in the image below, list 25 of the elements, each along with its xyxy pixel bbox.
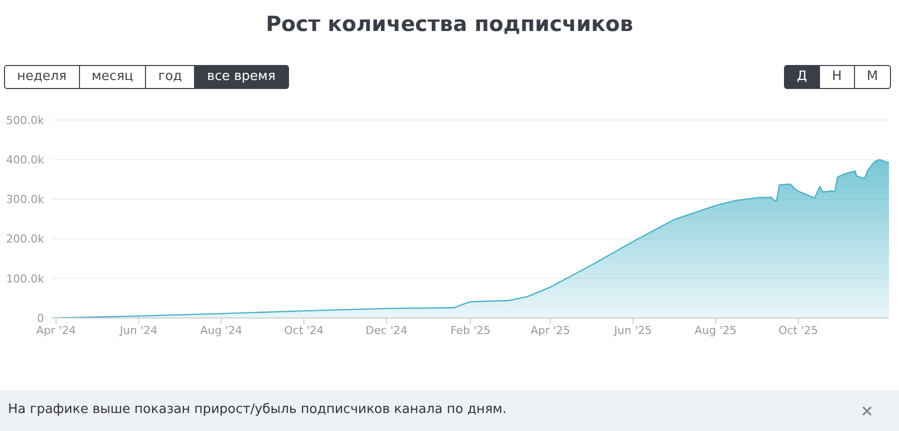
x-tick-label: Jun '24	[118, 324, 158, 337]
text: На графике выше показан прирост/убыль подписчиков канала по дням.	[8, 402, 507, 417]
x-tick-label: Dec '24	[366, 324, 408, 337]
text: М	[854, 65, 891, 89]
text: все время	[194, 65, 289, 89]
chart-title: Рост количества подписчиков	[264, 12, 634, 36]
x-tick-label: Jun '25	[613, 324, 652, 337]
y-tick-label: 0	[37, 312, 44, 325]
x-tick-label: Apr '25	[530, 324, 570, 337]
x-tick-label: Aug '24	[200, 324, 242, 337]
y-tick-label: 500.0k	[6, 114, 45, 127]
text: Д	[784, 65, 820, 89]
x-tick-label: Feb '25	[450, 324, 490, 337]
y-tick-label: 300.0k	[6, 193, 45, 206]
x-tick-label: Oct '24	[284, 324, 324, 337]
text: Н	[819, 65, 855, 89]
x-tick-label: Aug '25	[694, 324, 737, 337]
text: месяц	[78, 65, 146, 89]
text: неделя	[4, 65, 80, 89]
y-tick-label: 100.0k	[6, 272, 45, 286]
y-tick-label: 200.0k	[6, 232, 45, 246]
text: год	[145, 65, 196, 89]
x-tick-label: Oct '25	[778, 324, 818, 337]
x-tick-label: Apr '24	[36, 324, 76, 337]
y-tick-label: 400.0k	[6, 154, 45, 167]
